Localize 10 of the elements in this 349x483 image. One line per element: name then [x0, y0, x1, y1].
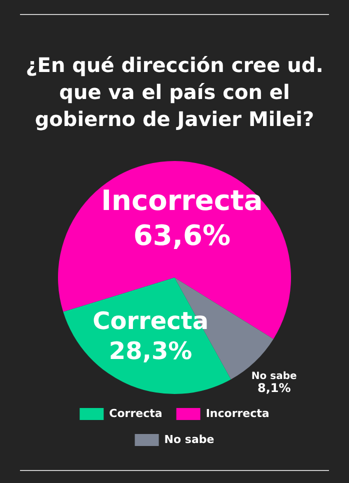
data-label: 63,6%	[133, 219, 231, 252]
chart-title: ¿En qué dirección cree ud. que va el país con el gobierno de Javier Milei?	[24, 52, 324, 133]
legend-label: No sabe	[164, 432, 214, 446]
data-label: 8,1%	[257, 380, 291, 395]
slice-label: No sabe	[251, 370, 298, 382]
slice-label: Incorrecta	[101, 184, 263, 218]
data-label: 28,3%	[108, 336, 192, 365]
slice-label: Correcta	[92, 306, 209, 335]
legend-label: Correcta	[109, 406, 162, 420]
legend-label: Incorrecta	[206, 406, 270, 420]
